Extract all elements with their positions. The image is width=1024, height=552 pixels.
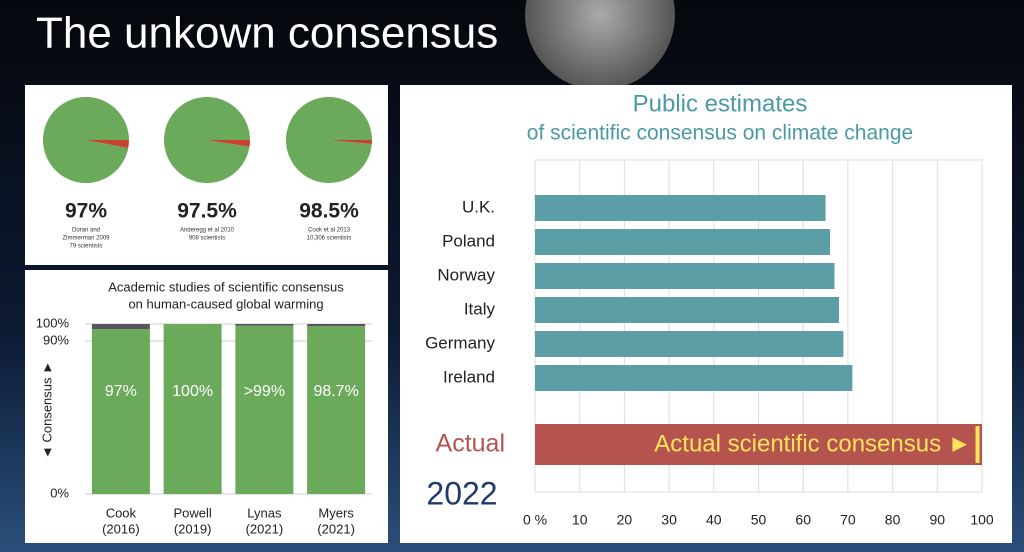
pie-slice [43, 97, 129, 184]
pie-caption: Zimmerman 2009 [62, 236, 110, 242]
bar-segment [91, 329, 150, 494]
bar-segment [235, 325, 294, 494]
pie-slice [86, 140, 129, 149]
value-label: 100% [172, 383, 213, 400]
x-tick-label: 10 [572, 512, 588, 528]
pie-caption: 10,306 scientists [307, 236, 352, 242]
pie-caption: Cook et al 2013 [308, 228, 351, 234]
x-tick-label: 60 [795, 512, 811, 528]
pie-slice [286, 96, 372, 183]
actual-bar [535, 424, 982, 465]
pie-caption: 908 scientists [189, 236, 225, 242]
value-label: 98.7% [313, 383, 358, 400]
value-label: >99% [244, 383, 285, 400]
pie-caption: 79 scientists [69, 244, 102, 250]
bar-segment [307, 326, 366, 494]
x-tick-label: 50 [751, 512, 767, 528]
chart-title: Public estimates [633, 90, 808, 117]
bar-segment [91, 324, 150, 330]
x-tick-label: 80 [885, 512, 901, 528]
y-tick-label: Poland [442, 231, 495, 250]
actual-label: Actual [436, 430, 505, 458]
x-tick-label: Lynas [247, 505, 282, 520]
x-tick-label: Cook [106, 505, 137, 520]
pie-slice [207, 140, 250, 147]
pie-label: 97.5% [177, 200, 237, 223]
bar [535, 365, 853, 391]
chart-title: Academic studies of scientific consensus [108, 279, 344, 294]
x-tick-label: 100 [970, 512, 994, 528]
x-tick-label: 90 [930, 512, 946, 528]
actual-marker [975, 426, 980, 463]
x-tick-label: (2019) [174, 521, 212, 536]
pie-label: 98.5% [299, 200, 359, 223]
bar [535, 331, 844, 357]
chart-subtitle: of scientific consensus on climate chang… [527, 122, 913, 145]
x-tick-label: 70 [840, 512, 856, 528]
x-tick-label: 30 [661, 512, 677, 528]
y-tick-label: 0% [50, 485, 69, 500]
chart-title: on human-caused global warming [128, 296, 323, 311]
pie-caption: Doran and [72, 228, 100, 234]
y-tick-label: 100% [36, 315, 70, 330]
y-axis-label: ◄ Consensus ► [39, 361, 54, 459]
year-annotation: 2022 [426, 475, 497, 511]
x-tick-label: (2021) [317, 521, 355, 536]
moon [525, 0, 675, 90]
y-tick-label: U.K. [462, 197, 495, 216]
y-tick-label: Ireland [443, 367, 495, 386]
bar-segment [235, 324, 294, 326]
bar-segment [307, 324, 366, 327]
x-tick-label: 20 [617, 512, 633, 528]
y-tick-label: Italy [464, 299, 496, 318]
x-tick-label: (2016) [102, 521, 140, 536]
slide-title: The unkown consensus [36, 9, 498, 58]
bar [535, 263, 835, 289]
y-tick-label: Germany [425, 333, 495, 352]
bar [535, 195, 826, 221]
pie-slice [329, 140, 372, 145]
x-tick-label: 0 % [523, 512, 547, 528]
bar [535, 229, 831, 255]
y-tick-label: Norway [437, 265, 495, 284]
x-tick-label: 40 [706, 512, 722, 528]
actual-annotation: Actual scientific consensus ► [654, 430, 971, 457]
x-tick-label: Powell [173, 505, 211, 520]
pie-slice [164, 97, 250, 184]
value-label: 97% [105, 383, 137, 400]
bar [535, 297, 839, 323]
x-tick-label: Myers [318, 505, 354, 520]
y-tick-label: 90% [43, 332, 69, 347]
pie-label: 97% [65, 200, 107, 223]
x-tick-label: (2021) [246, 521, 284, 536]
pie-caption: Anderegg et al 2010 [180, 228, 235, 234]
bar-segment [163, 324, 222, 494]
